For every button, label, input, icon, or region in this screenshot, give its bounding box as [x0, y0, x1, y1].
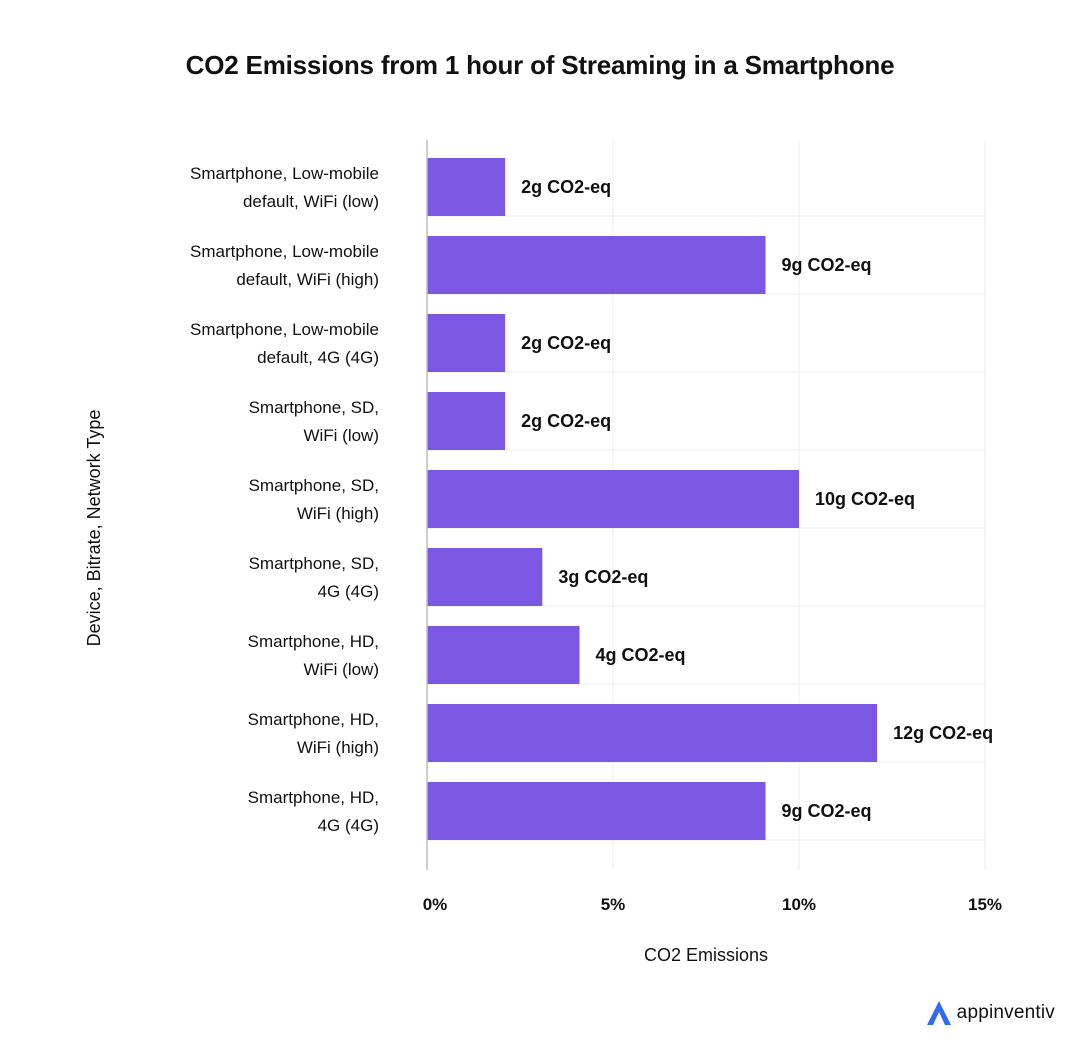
x-axis-title: CO2 Emissions	[644, 945, 768, 965]
category-label: Smartphone, SD, WiFi (low)	[249, 398, 379, 445]
data-label: 10g CO2-eq	[815, 489, 915, 509]
category-label: Smartphone, HD, WiFi (low)	[248, 632, 379, 679]
category-label-line: Smartphone, SD,	[249, 398, 379, 417]
data-label: 4g CO2-eq	[596, 645, 686, 665]
category-label: Smartphone, SD, WiFi (high)	[249, 476, 379, 523]
category-labels: Smartphone, Low-mobile default, WiFi (low…	[190, 164, 379, 835]
data-label: 2g CO2-eq	[521, 411, 611, 431]
data-label: 3g CO2-eq	[558, 567, 648, 587]
bar	[427, 314, 506, 372]
category-label-line: default, WiFi (low)	[243, 192, 379, 211]
category-label-line: Smartphone, HD,	[248, 632, 379, 651]
x-tick-label: 15%	[968, 895, 1002, 914]
bar	[427, 704, 878, 762]
bar	[427, 158, 506, 216]
category-label: Smartphone, HD, 4G (4G)	[248, 788, 379, 835]
category-label-line: WiFi (high)	[297, 738, 379, 757]
category-label: Smartphone, Low-mobile default, WiFi (hig…	[190, 242, 379, 289]
bar	[427, 392, 506, 450]
appinventiv-logo-icon	[926, 1001, 951, 1025]
data-label: 2g CO2-eq	[521, 333, 611, 353]
brand-logo: appinventiv	[925, 999, 1055, 1027]
bar	[427, 236, 766, 294]
bar	[427, 470, 799, 528]
bars	[427, 158, 878, 840]
category-label-line: WiFi (low)	[303, 426, 379, 445]
category-label-line: WiFi (high)	[297, 504, 379, 523]
category-label: Smartphone, Low-mobile default, WiFi (low…	[190, 164, 379, 211]
category-label: Smartphone, SD, 4G (4G)	[249, 554, 379, 601]
x-tick-labels: 0% 5% 10% 15%	[423, 895, 1002, 914]
x-tick-label: 10%	[782, 895, 816, 914]
data-label: 9g CO2-eq	[782, 801, 872, 821]
category-label-line: Smartphone, SD,	[249, 476, 379, 495]
category-label-line: default, WiFi (high)	[236, 270, 379, 289]
bar	[427, 782, 766, 840]
bar	[427, 548, 543, 606]
category-label-line: Smartphone, Low-mobile	[190, 320, 379, 339]
category-label: Smartphone, HD, WiFi (high)	[248, 710, 379, 757]
y-axis-title: Device, Bitrate, Network Type	[84, 410, 104, 647]
data-label: 2g CO2-eq	[521, 177, 611, 197]
category-label: Smartphone, Low-mobile default, 4G (4G)	[190, 320, 379, 367]
category-label-line: default, 4G (4G)	[257, 348, 379, 367]
category-label-line: 4G (4G)	[318, 816, 379, 835]
data-label: 12g CO2-eq	[893, 723, 993, 743]
chart-title: CO2 Emissions from 1 hour of Streaming i…	[185, 50, 895, 80]
category-label-line: Smartphone, Low-mobile	[190, 164, 379, 183]
x-tick-label: 5%	[601, 895, 626, 914]
category-label-line: 4G (4G)	[318, 582, 379, 601]
category-label-line: Smartphone, SD,	[249, 554, 379, 573]
bar	[427, 626, 580, 684]
brand-name: appinventiv	[956, 1002, 1055, 1023]
category-label-line: Smartphone, Low-mobile	[190, 242, 379, 261]
category-label-line: WiFi (low)	[303, 660, 379, 679]
x-tick-label: 0%	[423, 895, 448, 914]
data-label: 9g CO2-eq	[782, 255, 872, 275]
category-label-line: Smartphone, HD,	[248, 788, 379, 807]
data-labels: 2g CO2-eq 9g CO2-eq 2g CO2-eq 2g CO2-eq 10g …	[521, 177, 993, 821]
category-label-line: Smartphone, HD,	[248, 710, 379, 729]
